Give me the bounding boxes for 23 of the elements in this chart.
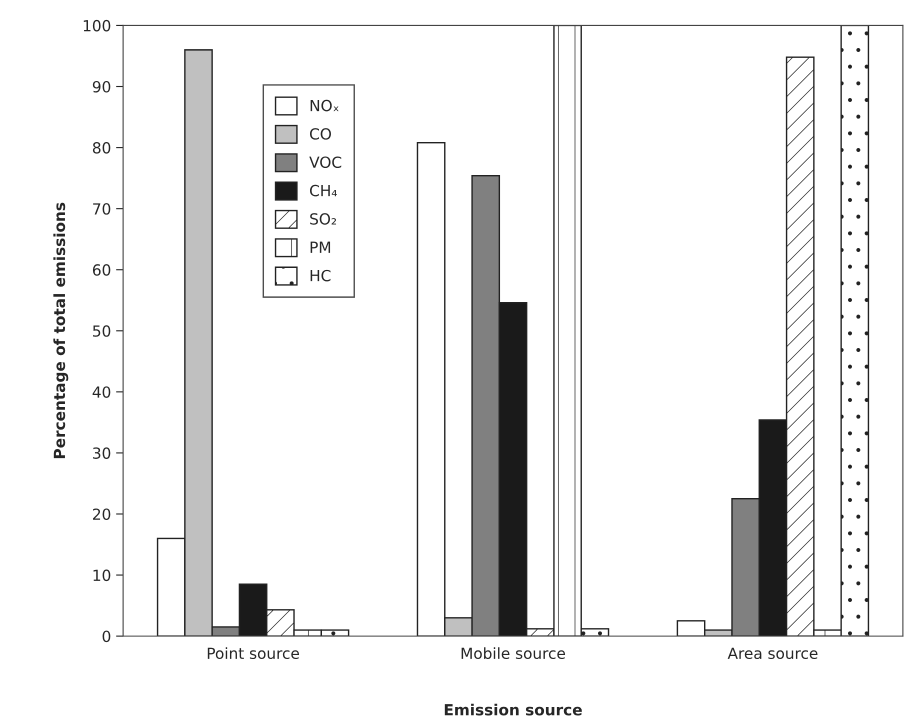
y-tick-label: 60	[92, 264, 110, 276]
legend-label: PM	[310, 242, 330, 253]
legend-label: HC	[310, 270, 330, 282]
legend-label: NOₓ	[310, 100, 339, 112]
y-tick-label: 80	[92, 142, 110, 154]
y-tick-label: 0	[102, 630, 110, 642]
y-tick-label: 20	[92, 508, 110, 520]
x-tick-label: Point source	[208, 647, 300, 660]
legend-label: CO	[310, 128, 331, 140]
x-tick-label: Mobile source	[462, 647, 566, 660]
y-tick-label: 90	[92, 80, 110, 93]
y-tick-label: 100	[84, 20, 110, 32]
legend-label: CH₄	[310, 184, 337, 196]
y-tick-label: 30	[93, 447, 110, 459]
y-axis-title: Percentage of total emissions	[53, 202, 68, 458]
legend-label: VOC	[309, 156, 342, 168]
legend-label: SO₂	[310, 213, 336, 225]
x-tick-label: Area source	[728, 648, 818, 660]
x-axis-title: Emission source	[444, 704, 582, 716]
y-tick-label: 10	[94, 570, 110, 582]
y-tick-label: 40	[92, 386, 110, 398]
y-tick-label: 50	[93, 325, 110, 337]
y-tick-label: 70	[93, 203, 110, 215]
